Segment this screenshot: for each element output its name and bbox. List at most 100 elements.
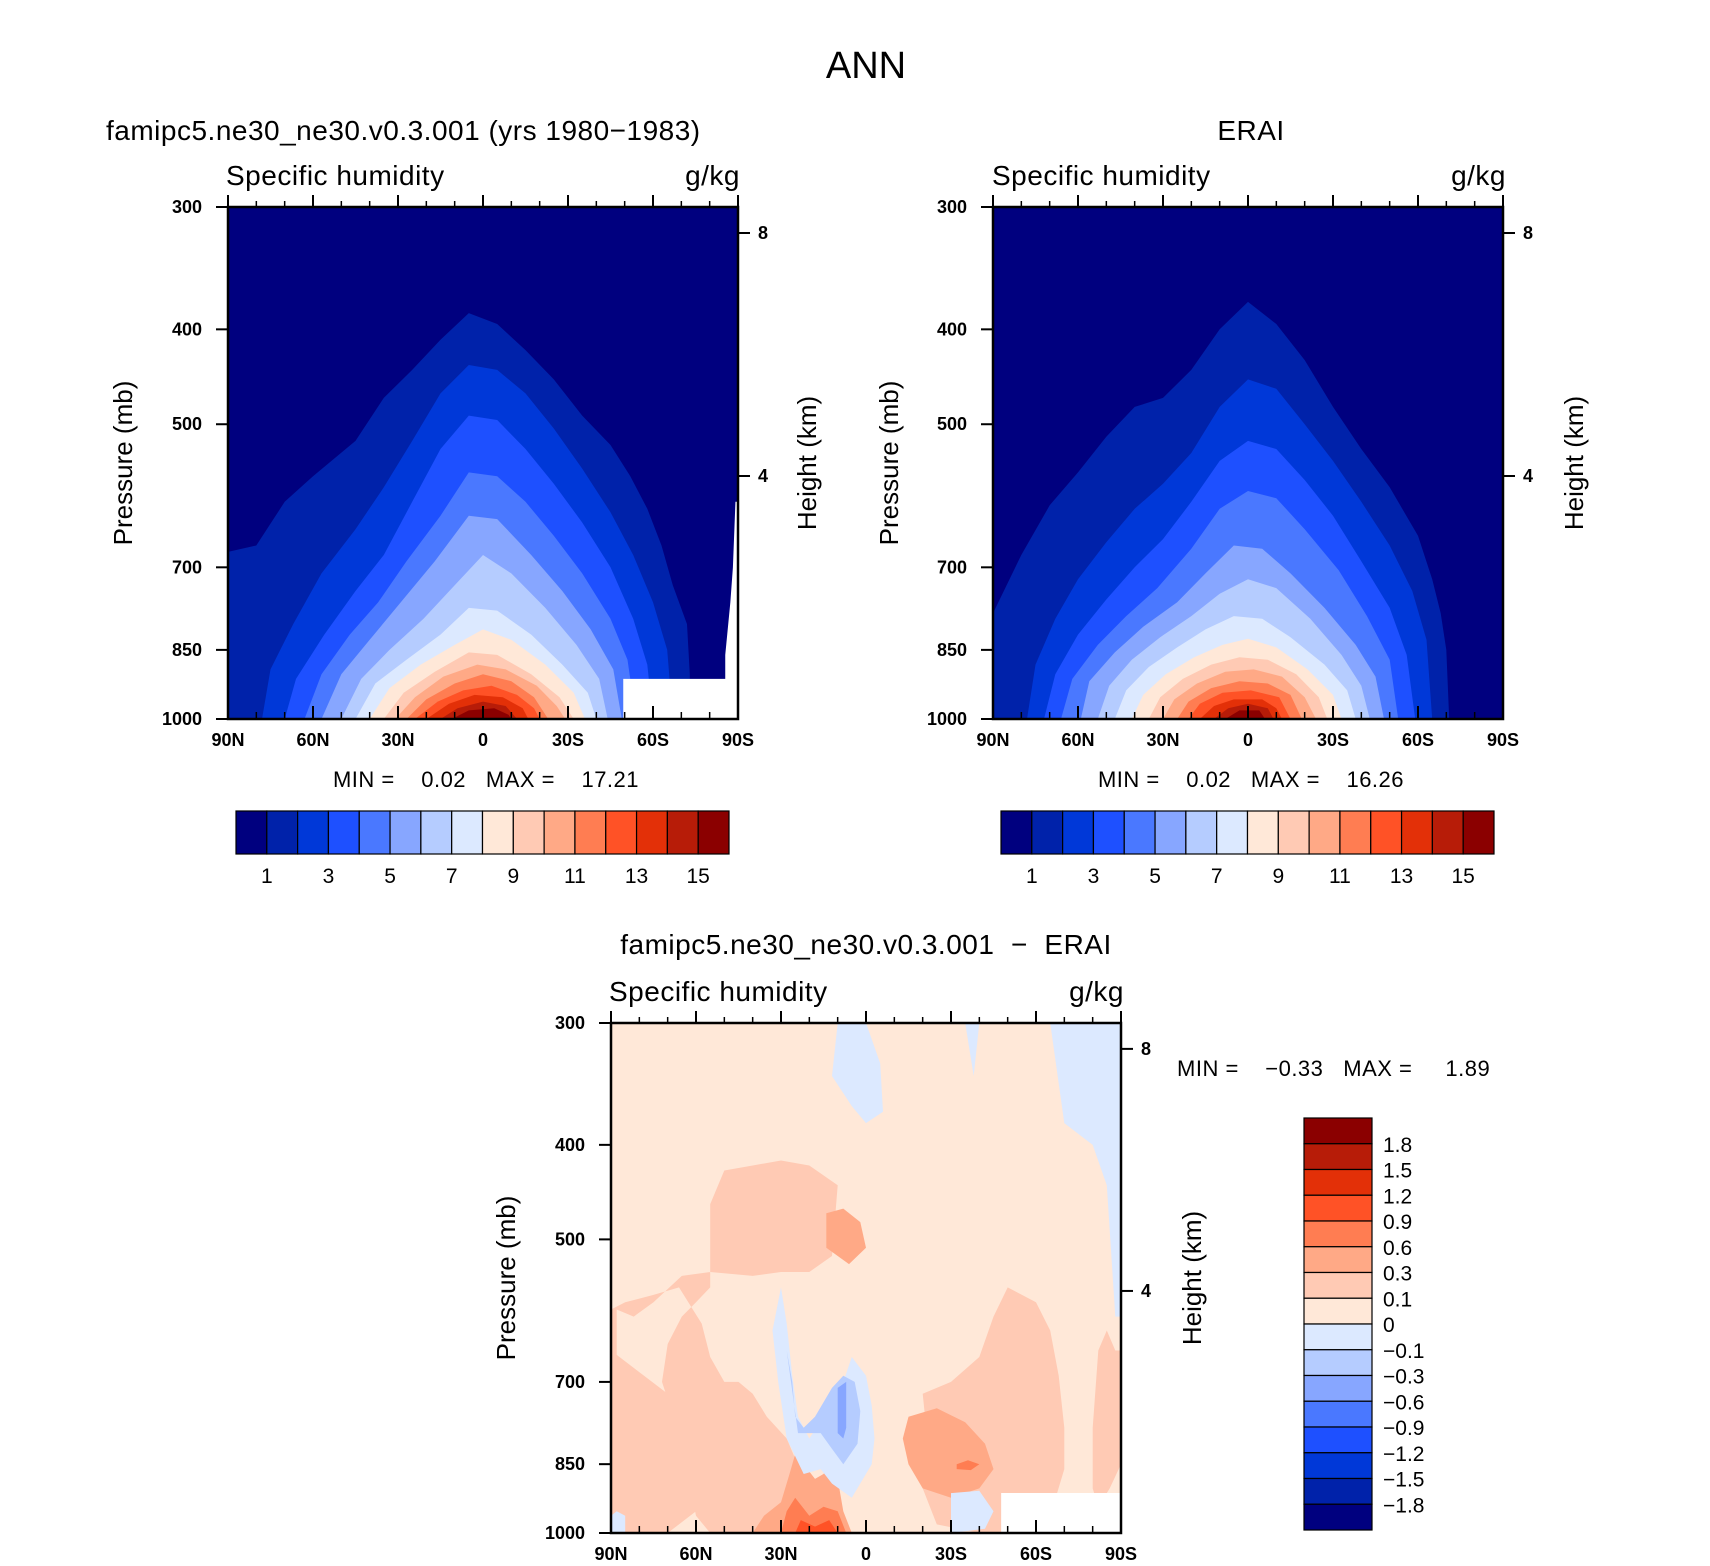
min-max-stats: MIN = 0.02 MAX = 17.21 [333,767,639,792]
contour-region [611,1350,696,1533]
x-tick-label: 60N [679,1544,712,1561]
panel-difference: famipc5.ne30_ne30.v0.3.001 − ERAI Specif… [491,929,1490,1564]
y-tick-label: 400 [172,319,202,339]
x-tick-label: 0 [1243,730,1253,750]
x-tick-label: 90N [976,730,1009,750]
colorbar-swatch [1303,1477,1373,1505]
colorbar-swatch [1308,810,1341,855]
y2-tick-label: 8 [758,223,768,243]
colorbar-swatch [1462,810,1495,855]
x-tick-label: 60N [1061,730,1094,750]
y2-axis-label: Height (km) [1559,396,1589,530]
panel-model: famipc5.ne30_ne30.v0.3.001 (yrs 1980−198… [106,115,822,888]
figure-title: ANN [826,45,906,87]
colorbar-label: −0.9 [1383,1417,1424,1440]
axes: 90N 60N 30N 0 30S 60S 90S 300 400 500 700 850 1000 4 8 [927,195,1533,750]
variable-label: Specific humidity [992,160,1211,191]
y-tick-label: 400 [555,1135,585,1155]
x-tick-label: 30S [552,730,584,750]
colorbar-label: −1.2 [1383,1443,1424,1466]
x-tick-label: 60S [637,730,669,750]
y-tick-label: 500 [172,414,202,434]
x-tick-label: 60S [1020,1544,1052,1561]
colorbar-swatch [605,810,638,855]
x-tick-label: 0 [861,1544,871,1561]
colorbar-swatch [1303,1220,1373,1248]
y-tick-label: 1000 [162,709,202,729]
y-tick-label: 1000 [927,709,967,729]
y2-axis-label: Height (km) [792,396,822,530]
colorbar-label: 1 [261,865,273,888]
colorbar-label: 11 [1329,865,1351,888]
colorbar-label: 1.5 [1383,1160,1412,1183]
colorbar-label: 0.1 [1383,1288,1412,1311]
contour-region [951,1490,994,1533]
colorbar-swatch [1303,1297,1373,1325]
colorbar-swatch [666,810,699,855]
colorbar-swatch [1303,1271,1373,1299]
colorbar-swatch [327,810,360,855]
min-max-stats: MIN = 0.02 MAX = 16.26 [1098,767,1404,792]
min-max-stats: MIN = −0.33 MAX = 1.89 [1177,1056,1490,1081]
colorbar-label: 5 [384,865,396,888]
x-tick-label: 90N [211,730,244,750]
x-tick-label: 90S [1487,730,1519,750]
colorbar-swatch [543,810,576,855]
y-axis-label: Pressure (mb) [874,381,904,546]
colorbar-swatch [1216,810,1249,855]
colorbar-label: 15 [687,865,710,888]
colorbar-swatch [1400,810,1433,855]
colorbar-label: 3 [1088,865,1100,888]
contour-region [795,1520,838,1533]
contour-region [1050,1023,1121,1317]
colorbar-label: 9 [1272,865,1284,888]
colorbar: 1 3 5 7 9 11 13 15 [235,810,730,888]
y-tick-label: 500 [555,1229,585,1249]
colorbar: 1.8 1.51.2 0.9 0.6 0.30.1 0 −0.1 −0.3−0.6 −0.9 −1… [1303,1117,1424,1531]
x-tick-label: 30N [1146,730,1179,750]
contour-region [832,1023,883,1124]
y-tick-label: 1000 [545,1523,585,1543]
contour-region [611,1511,626,1533]
y-tick-label: 400 [937,319,967,339]
y-axis-label: Pressure (mb) [108,381,138,546]
colorbar-swatch [420,810,453,855]
x-tick-label: 90N [594,1544,627,1561]
colorbar-label: −0.3 [1383,1366,1424,1389]
colorbar-swatch [235,810,268,855]
colorbar-swatch [1303,1374,1373,1402]
y-tick-label: 300 [172,197,202,217]
colorbar-label: 11 [564,865,586,888]
colorbar-label: 13 [625,865,648,888]
y-tick-label: 850 [937,640,967,660]
colorbar-swatch [1303,1426,1373,1454]
colorbar-swatch [1000,810,1033,855]
x-tick-label: 30S [935,1544,967,1561]
colorbar: 1 3 5 7 9 11 13 15 [1000,810,1495,888]
x-tick-label: 90S [722,730,754,750]
colorbar-swatch [1303,1400,1373,1428]
colorbar-swatch [1303,1503,1373,1531]
x-tick-label: 90S [1105,1544,1137,1561]
y2-tick-label: 8 [1141,1039,1151,1059]
y-tick-label: 300 [937,197,967,217]
colorbar-label: 0.6 [1383,1237,1412,1260]
colorbar-swatch [1303,1143,1373,1171]
colorbar-swatch [1303,1194,1373,1222]
y2-tick-label: 4 [758,466,768,486]
colorbar-label: 0.9 [1383,1211,1412,1234]
colorbar-swatch [1031,810,1064,855]
colorbar-label: −0.6 [1383,1391,1424,1414]
panel-title: famipc5.ne30_ne30.v0.3.001 (yrs 1980−198… [106,115,701,146]
colorbar-swatch [1185,810,1218,855]
colorbar-label: 1 [1026,865,1038,888]
colorbar-swatch [697,810,730,855]
axes: 90N 60N 30N 0 30S 60S 90S 300 400 500 700 850 1000 4 8 [545,1011,1151,1564]
y2-tick-label: 4 [1523,466,1533,486]
colorbar-label: 13 [1390,865,1413,888]
colorbar-label: 5 [1149,865,1161,888]
colorbar-swatch [635,810,668,855]
colorbar-label: 7 [446,865,458,888]
units-label: g/kg [685,160,740,191]
colorbar-label: 3 [323,865,335,888]
